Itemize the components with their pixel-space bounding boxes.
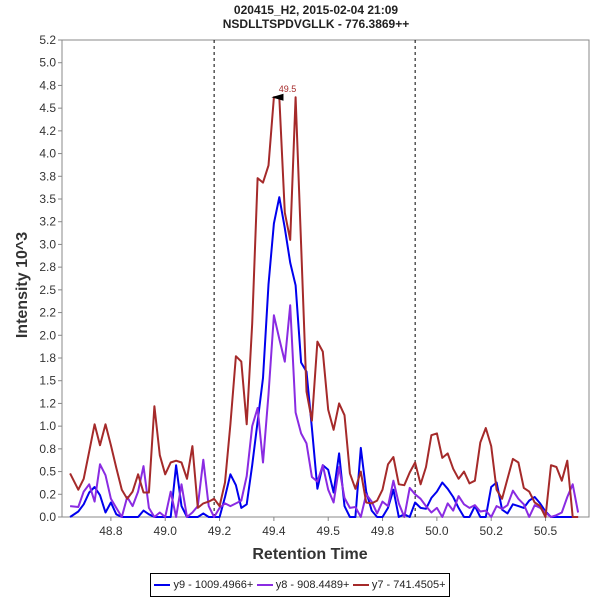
x-axis-ticks: 48.8 49.0 49.2 49.4 49.5 49.8 50.0 50.2 50.5: [99, 517, 558, 538]
y-tick-label: 1.0: [39, 419, 56, 433]
y-tick-label: 4.5: [39, 101, 56, 115]
y-tick-label: 5.2: [39, 33, 56, 47]
x-tick-label: 49.8: [371, 524, 395, 538]
series-line-y7: [69, 96, 579, 518]
x-tick-label: 49.4: [262, 524, 286, 538]
legend-item-y9: y9 - 1009.4966+: [154, 579, 253, 591]
x-tick-label: 50.0: [425, 524, 449, 538]
legend-label-y7: y7 - 741.4505+: [371, 579, 446, 591]
y-tick-label: 4.2: [39, 124, 56, 138]
legend-swatch-y9: [154, 584, 171, 586]
x-axis-label: Retention Time: [252, 546, 367, 563]
y-tick-label: 0.5: [39, 465, 56, 479]
y-tick-label: 0.8: [39, 442, 56, 456]
y-tick-label: 2.2: [39, 306, 56, 320]
x-tick-label: 50.5: [534, 524, 558, 538]
y-tick-label: 2.0: [39, 328, 56, 342]
peak-label: 49.5: [279, 84, 297, 94]
series-lines: [69, 96, 580, 518]
y-axis-label: Intensity 10^3: [14, 232, 31, 338]
series-line-y9: [69, 196, 579, 518]
chart-subtitle: NSDLLTSPDVGLLK - 776.3869++: [223, 17, 410, 31]
y-tick-label: 1.8: [39, 351, 56, 365]
y-tick-label: 2.8: [39, 260, 56, 274]
x-tick-label: 48.8: [99, 524, 123, 538]
y-tick-label: 3.2: [39, 215, 56, 229]
series-line-y8: [69, 304, 580, 518]
legend-label-y9: y9 - 1009.4966+: [173, 579, 254, 591]
chart-title: 020415_H2, 2015-02-04 21:09: [234, 3, 398, 17]
y-axis-ticks: 0.0 0.2 0.5 0.8 1.0 1.2 1.5 1.8 2.0 2.2 2.5 2.8 3.0 3…: [39, 33, 62, 524]
y-tick-label: 2.5: [39, 283, 56, 297]
plot-area: [61, 39, 590, 518]
y-tick-label: 3.0: [39, 237, 56, 251]
legend: y9 - 1009.4966+ y8 - 908.4489+ y7 - 741.…: [150, 573, 450, 597]
y-tick-label: 4.8: [39, 78, 56, 92]
y-tick-label: 3.8: [39, 169, 56, 183]
y-tick-label: 3.5: [39, 192, 56, 206]
x-tick-label: 50.2: [480, 524, 504, 538]
peak-arrow-icon: [271, 93, 284, 101]
x-tick-label: 49.0: [154, 524, 178, 538]
legend-item-y7: y7 - 741.4505+: [352, 579, 446, 591]
legend-swatch-y8: [256, 584, 273, 586]
legend-label-y8: y8 - 908.4489+: [275, 579, 350, 591]
y-tick-label: 5.0: [39, 56, 56, 70]
y-tick-label: 0.2: [39, 487, 56, 501]
peak-marker: 49.5: [271, 84, 296, 101]
y-tick-label: 4.0: [39, 147, 56, 161]
integration-boundaries: [213, 40, 416, 517]
y-tick-label: 0.0: [39, 510, 56, 524]
x-tick-label: 49.5: [317, 524, 341, 538]
y-tick-label: 1.2: [39, 396, 56, 410]
legend-swatch-y7: [352, 584, 369, 586]
y-tick-label: 1.5: [39, 374, 56, 388]
x-tick-label: 49.2: [208, 524, 232, 538]
legend-item-y8: y8 - 908.4489+: [256, 579, 350, 591]
